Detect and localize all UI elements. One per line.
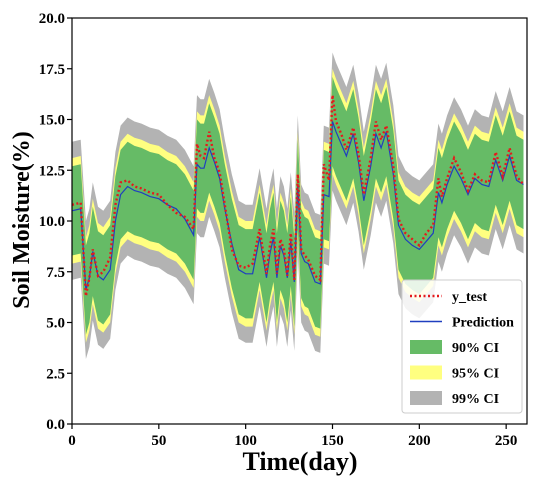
- legend-label-90ci: 90% CI: [452, 341, 499, 356]
- y-tick-label: 12.5: [39, 163, 65, 179]
- band-90ci: [72, 76, 524, 335]
- x-tick-label: 0: [68, 433, 76, 449]
- x-tick-label: 50: [151, 433, 166, 449]
- legend-label-95ci: 95% CI: [452, 367, 499, 382]
- y-tick-label: 17.5: [39, 62, 65, 78]
- x-tick-label: 150: [321, 433, 344, 449]
- x-axis-label: Time(day): [242, 447, 357, 476]
- x-tick-label: 200: [408, 433, 431, 449]
- y-tick-label: 0.0: [46, 417, 65, 433]
- x-tick-label: 250: [495, 433, 518, 449]
- legend-swatch-95ci: [410, 365, 442, 380]
- legend-box: [401, 279, 523, 414]
- x-tick-label: 100: [234, 433, 257, 449]
- y-tick-label: 15.0: [39, 113, 65, 129]
- y-tick-label: 7.5: [46, 265, 65, 281]
- series-lines: [71, 94, 525, 297]
- y-tick-label: 10.0: [39, 214, 65, 230]
- legend-label-99ci: 99% CI: [452, 392, 499, 407]
- legend-label-ytest: y_test: [452, 290, 487, 305]
- y-axis-ticks: 0.0 2.5 5.0 7.5 10.0 12.5 15.0 17.5 20.0: [39, 11, 72, 433]
- y-tick-label: 5.0: [46, 316, 65, 332]
- legend-label-prediction: Prediction: [452, 316, 514, 331]
- x-axis-ticks: 0 50 100 150 200 250: [68, 424, 517, 449]
- legend-swatch-90ci: [410, 340, 442, 354]
- y-axis-label: Soil Moisture(%): [9, 131, 35, 309]
- y-tick-label: 20.0: [39, 11, 65, 27]
- y-tick-label: 2.5: [46, 366, 65, 382]
- legend: y_test Prediction 90% CI 95% CI 99% CI: [401, 279, 523, 414]
- legend-swatch-99ci: [410, 391, 442, 405]
